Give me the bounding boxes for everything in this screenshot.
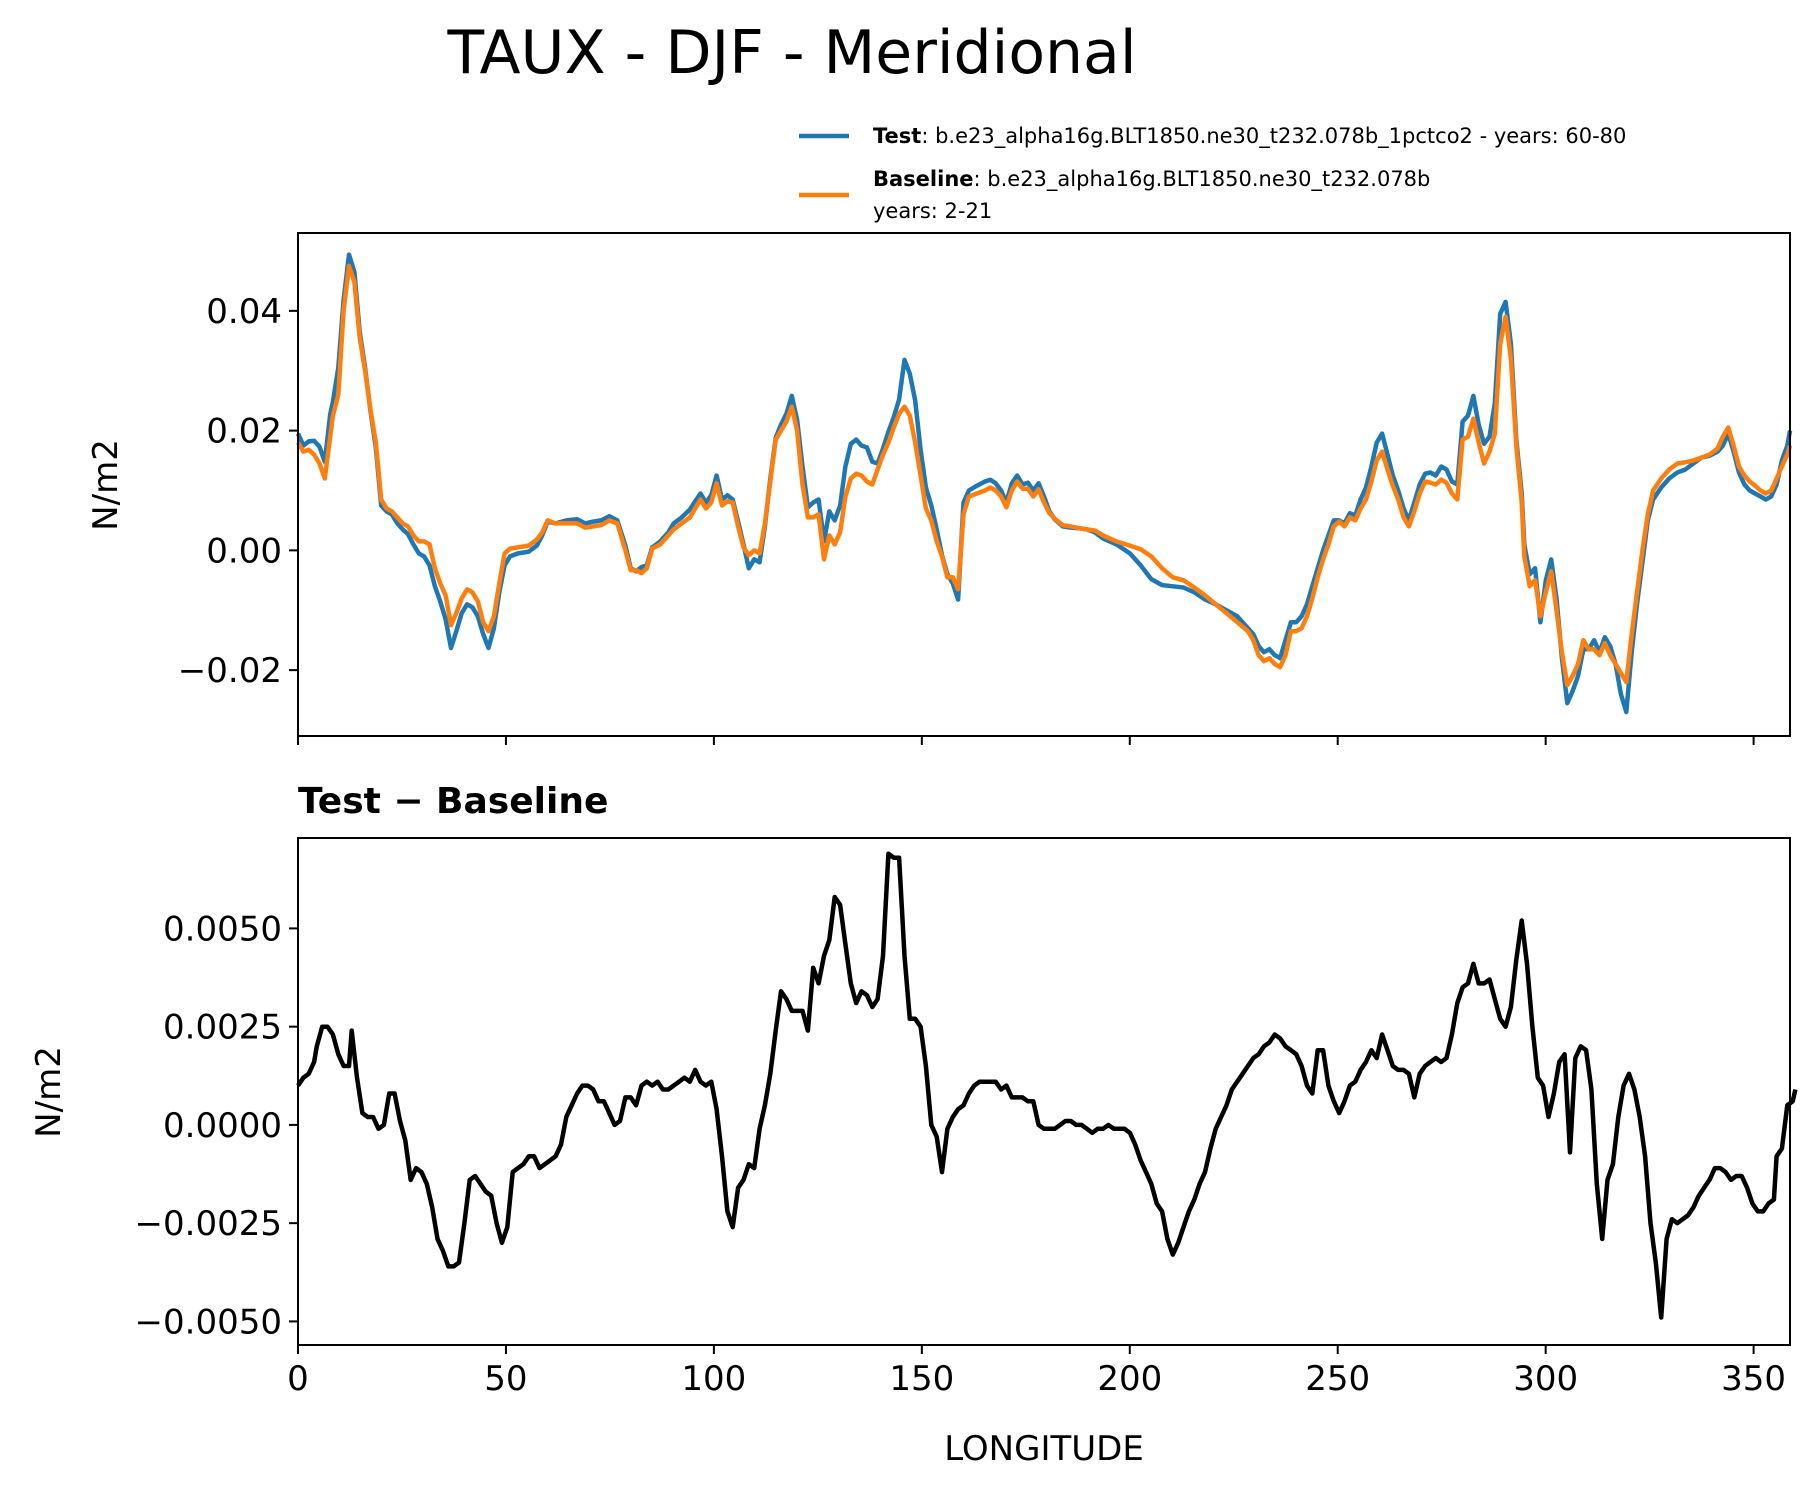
top-tick-group: −0.02 0.00 0.02 0.04	[178, 292, 1755, 745]
legend-baseline-text-line2: years: 2-21	[873, 199, 992, 223]
bottom-xlabel: LONGITUDE	[944, 1429, 1144, 1469]
bottom-ylabel: N/m2	[29, 1046, 69, 1138]
bottom-panel-title: Test − Baseline	[298, 781, 608, 822]
bottom-series-line-difference	[296, 851, 1798, 1320]
bottom-xtick-label: 0	[287, 1359, 309, 1399]
legend-test-text: : b.e23_alpha16g.BLT1850.ne30_t232.078b_…	[921, 124, 1626, 149]
bottom-xtick-label: 50	[484, 1359, 527, 1399]
legend-test-entry: Test: b.e23_alpha16g.BLT1850.ne30_t232.0…	[873, 124, 1626, 149]
bottom-ytick-label: 0.0050	[163, 909, 282, 949]
bottom-xtick-label: 300	[1513, 1359, 1578, 1399]
legend-baseline-label: Baseline	[873, 167, 974, 191]
bottom-ytick-label: −0.0050	[135, 1302, 282, 1342]
top-series-line-test	[295, 252, 1793, 715]
top-series-line-baseline	[296, 263, 1793, 688]
legend: Test: b.e23_alpha16g.BLT1850.ne30_t232.0…	[799, 124, 1626, 223]
bottom-xtick-label: 350	[1721, 1359, 1786, 1399]
bottom-axes-frame	[297, 837, 1791, 1346]
top-panel: −0.02 0.00 0.02 0.04 N/m2	[86, 232, 1793, 745]
top-ytick-label: 0.04	[206, 292, 282, 332]
bottom-ytick-label: 0.0025	[163, 1008, 282, 1048]
bottom-ytick-label: 0.0000	[163, 1106, 282, 1146]
top-ylabel: N/m2	[86, 439, 126, 531]
legend-test-label: Test	[873, 124, 921, 148]
top-ytick-label: 0.02	[206, 412, 282, 452]
bottom-xtick-label: 150	[889, 1359, 954, 1399]
top-series-group	[295, 252, 1793, 715]
bottom-panel: Test − Baseline −0.0050 −0.0025 0.0000 0.00…	[29, 781, 1798, 1469]
bottom-series-group	[296, 851, 1798, 1320]
bottom-xtick-label: 100	[681, 1359, 746, 1399]
bottom-ytick-label: −0.0025	[135, 1204, 282, 1244]
bottom-tick-group: −0.0050 −0.0025 0.0000 0.0025 0.0050 0 50 100 15…	[135, 909, 1787, 1399]
top-ytick-label: 0.00	[206, 531, 282, 571]
top-ytick-label: −0.02	[178, 651, 282, 691]
top-axes-frame	[297, 232, 1791, 737]
bottom-xtick-label: 200	[1097, 1359, 1162, 1399]
legend-baseline-text: : b.e23_alpha16g.BLT1850.ne30_t232.078b	[974, 167, 1431, 192]
bottom-xtick-label: 250	[1305, 1359, 1370, 1399]
figure-title: TAUX - DJF - Meridional	[446, 18, 1136, 88]
legend-baseline-entry: Baseline: b.e23_alpha16g.BLT1850.ne30_t2…	[873, 167, 1430, 192]
